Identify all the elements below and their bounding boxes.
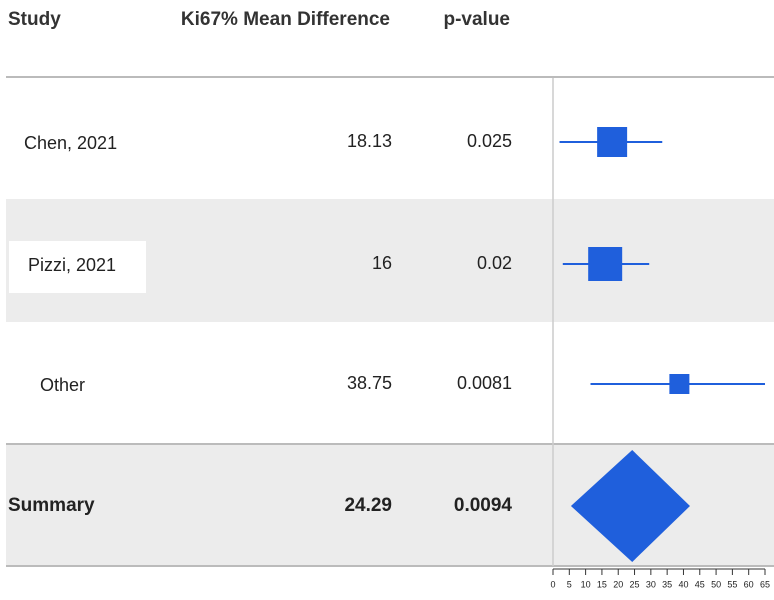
column-header: Ki67% Mean Difference — [181, 9, 390, 30]
p-value: 0.025 — [467, 131, 512, 151]
effect-box — [669, 374, 690, 394]
study-label: Pizzi, 2021 — [28, 255, 116, 275]
label-box — [9, 241, 146, 293]
column-header: p-value — [443, 9, 510, 30]
x-tick-label: 60 — [744, 579, 754, 589]
x-tick-label: 50 — [711, 579, 721, 589]
p-value: 0.02 — [477, 253, 512, 273]
x-tick-label: 10 — [581, 579, 591, 589]
column-header: Study — [8, 9, 61, 30]
summary-mean: 24.29 — [344, 495, 392, 516]
mean-difference: 16 — [372, 253, 392, 273]
x-tick-label: 20 — [613, 579, 623, 589]
study-label: Other — [40, 375, 85, 395]
x-tick-label: 15 — [597, 579, 607, 589]
x-tick-label: 55 — [727, 579, 737, 589]
summary-label: Summary — [8, 495, 95, 516]
x-tick-label: 35 — [662, 579, 672, 589]
p-value: 0.0081 — [457, 373, 512, 393]
x-tick-label: 0 — [550, 579, 555, 589]
x-tick-label: 65 — [760, 579, 770, 589]
x-tick-label: 30 — [646, 579, 656, 589]
mean-difference: 38.75 — [347, 373, 392, 393]
mean-difference: 18.13 — [347, 131, 392, 151]
summary-diamond — [570, 450, 690, 562]
effect-box — [597, 127, 628, 157]
x-tick-label: 5 — [567, 579, 572, 589]
summary-p-value: 0.0094 — [454, 495, 513, 516]
x-tick-label: 45 — [695, 579, 705, 589]
effect-box — [588, 247, 623, 281]
study-label: Chen, 2021 — [24, 133, 117, 153]
x-tick-label: 40 — [678, 579, 688, 589]
x-tick-label: 25 — [630, 579, 640, 589]
